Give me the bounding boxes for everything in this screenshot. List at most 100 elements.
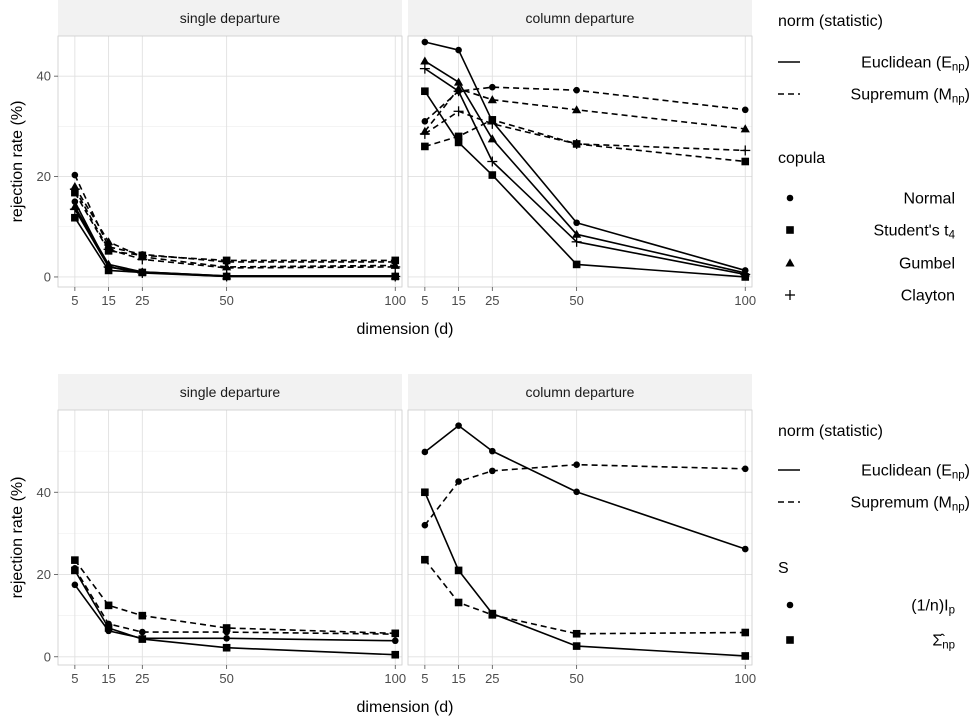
data-point-gumbel-euclidean (572, 229, 582, 238)
legend-key-sigma (786, 636, 794, 644)
data-point-sigma-supremum (104, 601, 113, 610)
legend-label-euclidean-subscript: np (952, 62, 965, 74)
legend-key-student (786, 226, 794, 234)
data-point-gumbel-euclidean (420, 56, 430, 65)
legend-label-euclidean-subscript: np (952, 470, 965, 482)
legend-label-euclidean-main: Euclidean (E (861, 55, 952, 72)
data-point-student-euclidean (572, 260, 581, 269)
data-point-normal-euclidean (455, 46, 462, 54)
panel-column-departure: column departure 5 15 25 50 100 (407, 374, 756, 686)
data-point-sigma-supremum (222, 624, 231, 632)
panel-strip (58, 374, 402, 410)
data-point-gumbel-supremum (740, 124, 750, 133)
panel-strip (408, 0, 752, 36)
data-point-clayton-supremum (390, 261, 401, 272)
panel-border (57, 409, 403, 666)
legend-title-norm: norm (statistic) (778, 13, 883, 30)
data-point-normal-supremum (573, 86, 580, 94)
data-point-sigma-euclidean (741, 652, 750, 660)
data-point-sigma-euclidean (454, 566, 463, 575)
data-point-student-euclidean (421, 87, 429, 96)
data-point-clayton-euclidean (103, 261, 114, 272)
data-point-sigma-euclidean (222, 643, 231, 652)
data-point-gumbel-euclidean (453, 77, 464, 86)
legend: norm (statistic) Euclidean (Enp) Supremum … (778, 13, 970, 305)
series-line-identity-supremum (74, 567, 396, 635)
data-point-clayton-euclidean (221, 271, 232, 282)
x-tick-label: 25 (135, 293, 149, 308)
x-tick-label: 50 (569, 293, 583, 308)
data-point-sigma-supremum (421, 555, 429, 564)
panel-strip-label: column departure (526, 384, 635, 400)
y-tick-label: 0 (44, 649, 51, 664)
x-tick-label: 5 (71, 293, 78, 308)
y-tick-label: 40 (37, 69, 51, 84)
data-point-sigma-supremum (572, 629, 581, 638)
x-tick-label: 50 (569, 671, 583, 686)
series-layer (419, 38, 751, 281)
data-point-sigma-supremum (138, 611, 147, 620)
panel-background (408, 410, 752, 665)
data-point-identity-supremum (421, 521, 429, 529)
data-point-clayton-supremum (69, 184, 80, 195)
data-point-identity-euclidean (741, 545, 749, 553)
data-point-normal-supremum (71, 171, 79, 179)
data-point-normal-euclidean (573, 219, 580, 227)
data-point-normal-euclidean (71, 198, 79, 205)
y-axis-title: rejection rate (%) (9, 477, 26, 599)
legend-label-euclidean-main: Euclidean (E (861, 463, 952, 480)
series-layer (421, 422, 750, 660)
legend-label-student-subscript: 4 (949, 230, 956, 242)
data-point-clayton-euclidean (419, 63, 430, 74)
legend-key-clayton (785, 290, 795, 300)
data-point-clayton-supremum (453, 106, 464, 117)
data-point-gumbel-euclidean (487, 134, 497, 143)
legend-label-supremum-main: Supremum (M (851, 495, 952, 512)
data-point-sigma-supremum (741, 628, 750, 637)
data-point-sigma-euclidean (421, 488, 429, 497)
legend-label-euclidean-end: ) (965, 463, 970, 480)
panel-border (407, 35, 753, 288)
panel-single-departure: single departure 5 15 25 50 100 0 20 40 (37, 374, 406, 686)
data-point-clayton-euclidean (571, 236, 582, 247)
legend-label-student-main: Student's t (873, 223, 949, 240)
data-point-identity-euclidean (489, 447, 496, 455)
legend-label-sigma-main: Σ̂ (932, 633, 945, 650)
data-point-normal-supremum (741, 106, 749, 114)
x-tick-label: 100 (734, 671, 756, 686)
data-point-identity-supremum (139, 628, 146, 636)
panel-background (58, 410, 402, 665)
x-tick-label: 25 (485, 293, 499, 308)
data-point-identity-euclidean (223, 634, 230, 642)
legend-label-gumbel-main: Gumbel (899, 256, 955, 273)
x-tick-label: 100 (384, 293, 406, 308)
data-point-identity-supremum (71, 565, 79, 572)
data-point-identity-euclidean (573, 488, 580, 496)
legend-label-clayton: Clayton (901, 288, 955, 305)
legend-label-sigma: Σ̂np (932, 633, 955, 652)
data-point-normal-euclidean (421, 38, 429, 46)
data-point-student-euclidean (71, 213, 79, 222)
data-point-gumbel-supremum (487, 95, 497, 104)
x-tick-label: 5 (421, 671, 428, 686)
data-point-student-supremum (421, 142, 429, 151)
x-tick-label: 15 (101, 671, 115, 686)
legend-label-supremum-end: ) (965, 495, 970, 512)
legend-label-identity-main: (1/n)I (911, 598, 948, 615)
legend-label-supremum-subscript: np (952, 94, 965, 106)
data-point-sigma-supremum (391, 629, 400, 638)
x-tick-label: 15 (101, 293, 115, 308)
legend-label-sigma-subscript: np (942, 640, 955, 652)
legend-label-supremum: Supremum (Mnp) (851, 87, 970, 106)
data-point-clayton-supremum (137, 254, 148, 265)
legend-label-euclidean: Euclidean (Enp) (861, 55, 970, 74)
legend-key-gumbel (785, 258, 795, 267)
data-point-clayton-euclidean (390, 271, 401, 282)
legend-label-student: Student's t4 (873, 223, 955, 242)
legend-key-identity (786, 601, 794, 609)
x-tick-label: 25 (135, 671, 149, 686)
data-point-identity-euclidean (71, 581, 79, 589)
data-point-clayton-euclidean (137, 267, 148, 278)
data-point-clayton-euclidean (487, 156, 498, 167)
